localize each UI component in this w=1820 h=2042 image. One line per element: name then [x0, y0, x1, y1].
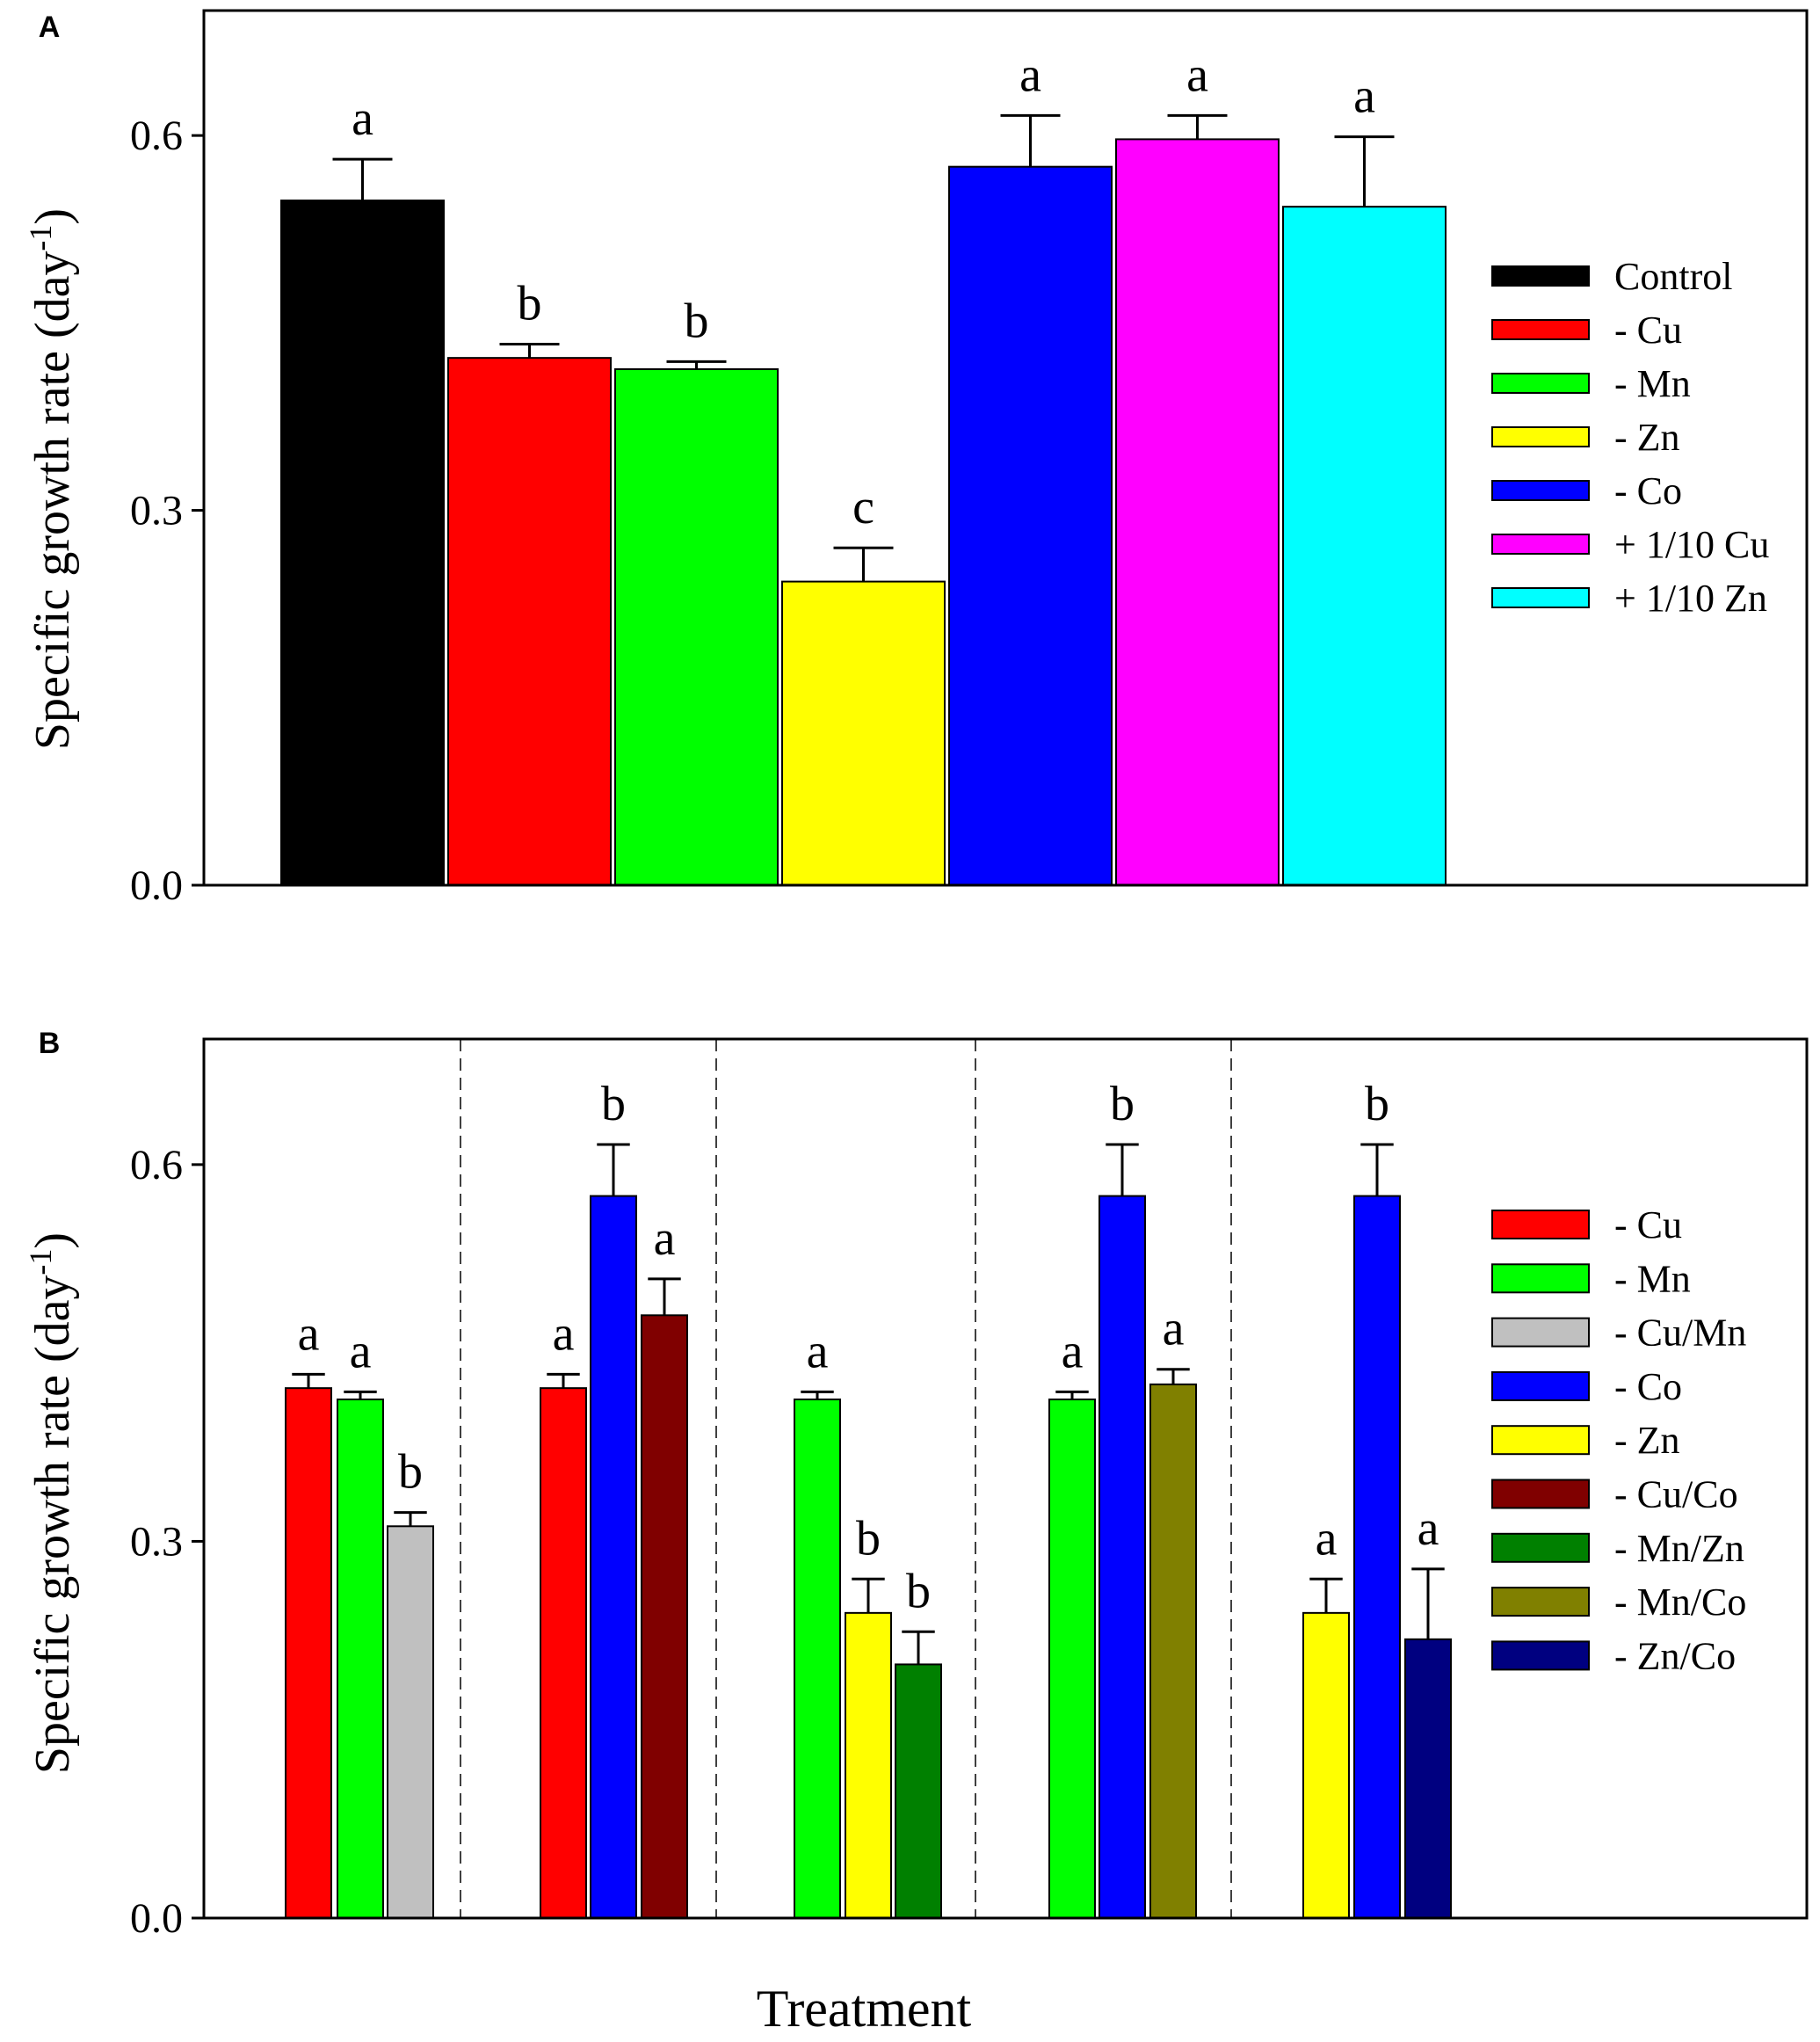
legend-swatch	[1491, 1317, 1590, 1348]
significance-label: b	[1365, 1077, 1389, 1131]
significance-label: a	[654, 1211, 676, 1266]
bar	[1404, 1638, 1452, 1920]
y-tick-label: 0.6	[130, 113, 183, 159]
bar	[1115, 138, 1280, 886]
significance-label: a	[1163, 1302, 1185, 1356]
legend-label: - Mn/Co	[1614, 1581, 1746, 1624]
legend-label: - Zn	[1614, 416, 1680, 459]
significance-label: b	[906, 1564, 931, 1618]
legend-swatch	[1491, 1263, 1590, 1294]
legend-label: - Co	[1614, 469, 1682, 512]
y-tick-label: 0.0	[130, 862, 183, 909]
legend-label: - Cu/Co	[1614, 1473, 1738, 1516]
bar	[614, 367, 779, 886]
plot-frame	[202, 9, 1809, 887]
legend-swatch	[1491, 1479, 1590, 1509]
significance-label: a	[352, 91, 373, 146]
bar	[1149, 1383, 1197, 1920]
significance-label: a	[298, 1306, 320, 1361]
significance-label: a	[1186, 47, 1208, 102]
legend-label: Control	[1614, 255, 1732, 298]
legend-label: - Cu/Mn	[1614, 1312, 1746, 1355]
legend-label: - Cu	[1614, 1203, 1682, 1246]
significance-label: a	[1316, 1511, 1338, 1566]
panel-a: A Specific growth rate (day-1) a b b c a a a 0.0 0…	[23, 9, 1809, 909]
legend-swatch	[1491, 426, 1590, 447]
significance-label: b	[601, 1077, 626, 1131]
bar	[337, 1399, 384, 1919]
significance-label: b	[685, 294, 709, 348]
bar	[1048, 1399, 1096, 1919]
significance-label: a	[553, 1306, 575, 1361]
significance-label: c	[852, 480, 874, 534]
legend-swatch	[1491, 1532, 1590, 1563]
bar	[540, 1387, 587, 1919]
significance-label: a	[1353, 69, 1375, 124]
legend-swatch	[1491, 265, 1590, 287]
legend-swatch	[1491, 319, 1590, 340]
y-tick-label: 0.3	[130, 1518, 183, 1565]
y-tick-label: 0.3	[130, 488, 183, 534]
bar	[845, 1611, 892, 1920]
bar	[895, 1663, 942, 1920]
plot-frame	[202, 1037, 1809, 1920]
significance-label: b	[398, 1445, 423, 1500]
y-axis-label: Specific growth rate (day-1)	[23, 1232, 80, 1774]
significance-label: a	[807, 1324, 829, 1378]
panel-letter: B	[39, 1027, 61, 1060]
legend-swatch	[1491, 480, 1590, 501]
significance-label: b	[518, 277, 542, 331]
legend-swatch	[1491, 534, 1590, 555]
legend-label: - Mn	[1614, 362, 1691, 405]
significance-label: a	[350, 1324, 372, 1378]
legend-label: - Mn/Zn	[1614, 1527, 1744, 1570]
significance-label: b	[1110, 1077, 1135, 1131]
legend-swatch	[1491, 1210, 1590, 1239]
legend-label: + 1/10 Zn	[1614, 577, 1767, 620]
legend-label: - Zn/Co	[1614, 1634, 1736, 1677]
x-axis-label: Treatment	[757, 1980, 972, 2038]
legend-label: - Zn	[1614, 1419, 1680, 1462]
legend-swatch	[1491, 1587, 1590, 1617]
legend-label: - Co	[1614, 1365, 1682, 1408]
significance-label: a	[1062, 1324, 1084, 1378]
legend-swatch	[1491, 373, 1590, 394]
bar	[590, 1195, 637, 1919]
legend-label: - Cu	[1614, 309, 1682, 352]
bar	[447, 357, 612, 886]
significance-label: b	[856, 1511, 881, 1566]
legend-label: + 1/10 Cu	[1614, 523, 1769, 566]
y-tick-label: 0.0	[130, 1895, 183, 1942]
legend-swatch	[1491, 1370, 1590, 1401]
bar	[387, 1525, 434, 1920]
bar	[1099, 1195, 1146, 1919]
panel-letter: A	[39, 11, 61, 44]
bar	[1282, 206, 1447, 886]
y-axis-label: Specific growth rate (day-1)	[23, 208, 80, 750]
legend-swatch	[1491, 1425, 1590, 1456]
bar	[285, 1387, 332, 1919]
significance-label: a	[1019, 47, 1041, 102]
legend-swatch	[1491, 1640, 1590, 1671]
bar	[1353, 1195, 1401, 1919]
bar	[781, 580, 946, 886]
bar	[948, 165, 1113, 886]
legend-swatch	[1491, 587, 1590, 608]
y-tick-label: 0.6	[130, 1142, 183, 1188]
bar	[1302, 1611, 1350, 1920]
bar	[641, 1314, 688, 1920]
bar	[280, 200, 445, 887]
bar	[794, 1399, 841, 1919]
significance-label: a	[1418, 1501, 1439, 1556]
legend-label: - Mn	[1614, 1257, 1691, 1300]
